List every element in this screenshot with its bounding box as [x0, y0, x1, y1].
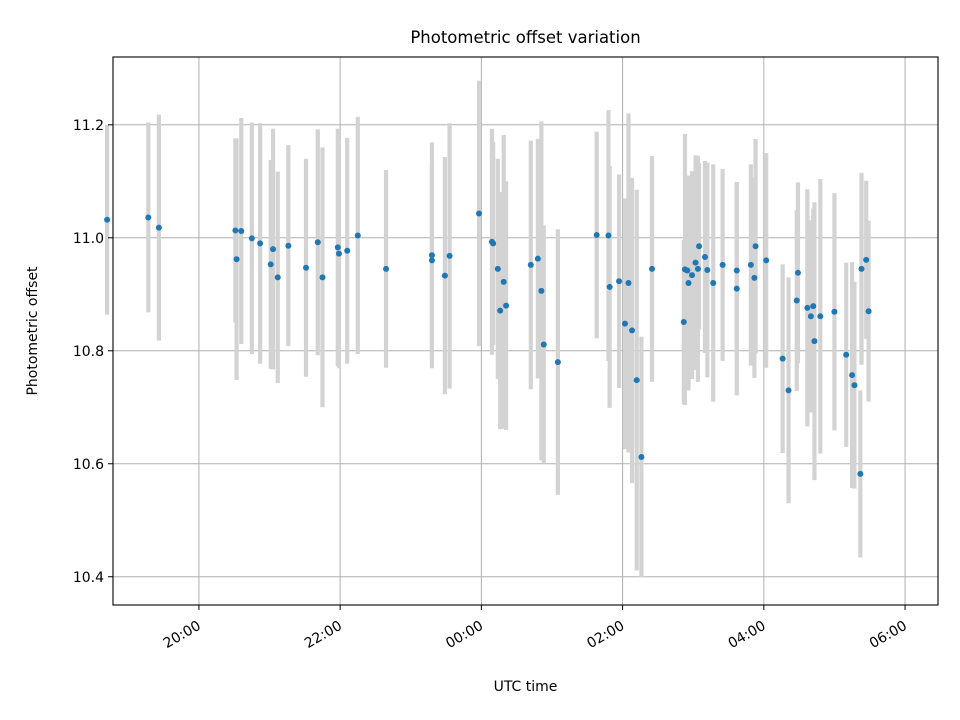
data-point: [793, 297, 800, 304]
data-point: [685, 279, 692, 286]
y-tick-label: 10.6: [73, 457, 104, 473]
data-point: [616, 278, 623, 285]
data-point: [810, 303, 817, 310]
data-point: [104, 216, 111, 223]
data-point: [625, 279, 632, 286]
data-point: [694, 265, 701, 272]
data-point: [155, 224, 162, 231]
data-point: [145, 214, 152, 221]
data-point: [490, 240, 497, 247]
data-point: [274, 274, 281, 281]
data-point: [696, 243, 703, 250]
data-point: [710, 279, 717, 286]
data-point: [629, 327, 636, 334]
data-point: [233, 256, 240, 263]
data-point: [733, 267, 740, 274]
data-point: [794, 269, 801, 276]
data-point: [238, 228, 245, 235]
data-point: [605, 232, 612, 239]
data-point: [751, 274, 758, 281]
data-point: [763, 257, 770, 264]
data-point: [285, 242, 292, 249]
data-point: [719, 261, 726, 268]
data-point: [267, 261, 274, 268]
data-point: [692, 259, 699, 266]
data-point: [446, 252, 453, 259]
data-point: [817, 313, 824, 320]
x-axis-label: UTC time: [494, 679, 558, 695]
data-point: [606, 283, 613, 290]
data-point: [785, 387, 792, 394]
data-point: [500, 278, 507, 285]
data-point: [857, 470, 864, 477]
data-point: [334, 244, 341, 251]
data-point: [807, 313, 814, 320]
data-point: [354, 232, 361, 239]
data-point: [804, 304, 811, 311]
y-tick-label: 11.2: [73, 118, 104, 134]
data-point: [314, 239, 321, 246]
data-point: [752, 243, 759, 250]
data-point: [701, 253, 708, 260]
data-points: [104, 210, 872, 477]
data-point: [527, 261, 534, 268]
data-point: [689, 272, 696, 279]
data-point: [684, 267, 691, 274]
data-point: [733, 285, 740, 292]
data-point: [257, 240, 264, 247]
plot-frame: [112, 56, 939, 606]
data-point: [843, 351, 850, 358]
data-point: [538, 287, 545, 294]
data-point: [621, 320, 628, 327]
y-axis-label: Photometric offset: [25, 266, 41, 396]
data-point: [633, 377, 640, 384]
data-point: [811, 338, 818, 345]
data-point: [335, 250, 342, 257]
y-tick-label: 10.4: [73, 570, 104, 586]
data-point: [534, 255, 541, 262]
chart-title: Photometric offset variation: [410, 28, 640, 47]
data-point: [428, 252, 435, 259]
data-point: [680, 318, 687, 325]
data-point: [851, 382, 858, 389]
y-axis-ticks: 10.4 10.6 10.8 11.0 11.2: [73, 118, 113, 586]
data-point: [831, 308, 838, 315]
data-point: [428, 257, 435, 264]
data-point: [497, 307, 504, 314]
data-point: [503, 302, 510, 309]
data-point: [344, 247, 351, 254]
data-point: [248, 235, 255, 242]
data-point: [858, 265, 865, 272]
data-point: [638, 453, 645, 460]
data-point: [270, 246, 277, 253]
data-point: [704, 266, 711, 273]
data-point: [476, 210, 483, 217]
data-point: [319, 274, 326, 281]
data-point: [554, 359, 561, 366]
data-point: [441, 272, 448, 279]
data-point: [849, 372, 856, 379]
y-tick-label: 10.8: [73, 344, 104, 360]
data-point: [779, 355, 786, 362]
data-point: [303, 264, 310, 271]
data-point: [540, 341, 547, 348]
data-point: [863, 256, 870, 263]
data-point: [865, 308, 872, 315]
data-point: [232, 227, 239, 234]
data-point: [747, 261, 754, 268]
y-tick-label: 11.0: [73, 231, 104, 247]
data-point: [383, 265, 390, 272]
data-point: [494, 265, 501, 272]
data-point: [649, 265, 656, 272]
data-point: [593, 231, 600, 238]
